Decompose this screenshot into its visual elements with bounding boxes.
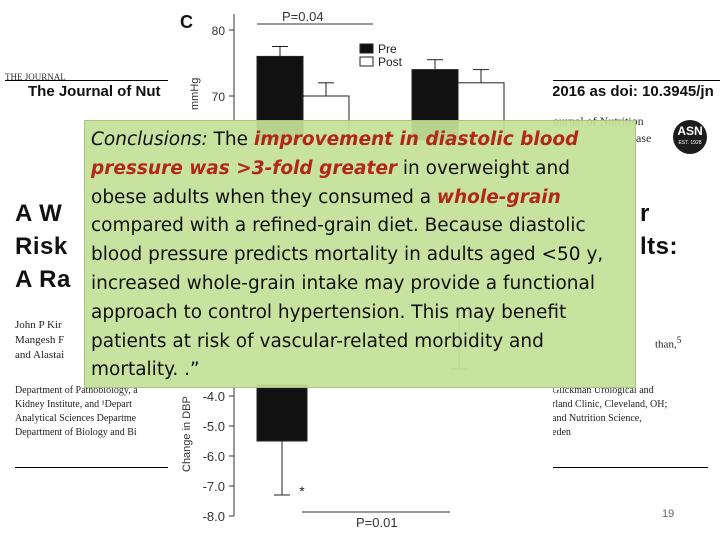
bottom-y-tick-label: -7.0 bbox=[203, 479, 225, 494]
authors-right-sup: 5 bbox=[676, 335, 682, 345]
bottom-y-tick-label: -8.0 bbox=[203, 509, 225, 524]
bottom-y-tick-label: -5.0 bbox=[203, 419, 225, 434]
right-fragment-ase: ase bbox=[636, 131, 652, 145]
asn-logo-text: ASN bbox=[677, 124, 703, 138]
journal-name: The Journal of Nut bbox=[28, 83, 161, 100]
bottom-chart-title: P=0.01 bbox=[356, 515, 398, 530]
bottom-y-axis-label: Change in DBP bbox=[181, 396, 193, 472]
legend-swatch-post bbox=[359, 56, 374, 67]
authors-line-2: Mangesh F bbox=[15, 334, 65, 346]
title-fragment-right-2: lts: bbox=[640, 233, 678, 260]
conclusions-label: Conclusions: bbox=[91, 129, 208, 150]
legend-label-post: Post bbox=[378, 55, 403, 69]
doi-fragment: 2016 as doi: 10.3945/jn bbox=[552, 83, 714, 100]
affiliation-right-2: rland Clinic, Cleveland, OH; bbox=[552, 399, 668, 410]
significance-asterisk: * bbox=[299, 483, 305, 499]
asn-logo-sub: EST. 1928 bbox=[678, 140, 702, 146]
conclusions-highlight-2: whole-grain bbox=[436, 186, 561, 208]
asn-logo: ASN EST. 1928 bbox=[673, 120, 707, 154]
conclusions-highlight-1: improvement in diastolic blood pressure … bbox=[91, 129, 579, 179]
affiliation-line-3: Analytical Sciences Departme bbox=[15, 413, 137, 424]
affiliation-line-4: Department of Biology and Bi bbox=[15, 427, 137, 438]
top-y-axis-label: mmHg bbox=[189, 78, 201, 110]
conclusions-text-2: in overweight and obese adults when they… bbox=[91, 157, 570, 208]
affiliation-line-1: Department of Pathobiology, a bbox=[15, 385, 138, 396]
affiliation-right-3: and Nutrition Science, bbox=[552, 413, 642, 424]
title-fragment-right-1: r bbox=[640, 200, 650, 227]
bottom-bar bbox=[256, 384, 308, 442]
affiliation-right-4: eden bbox=[552, 427, 571, 438]
affiliation-line-2: Kidney Institute, and ¹Depart bbox=[15, 399, 132, 410]
footer-rule-left bbox=[15, 467, 175, 468]
top-y-tick-label: 80 bbox=[212, 24, 226, 38]
title-fragment-a: A W bbox=[15, 200, 63, 227]
authors-line-3: and Alastai bbox=[15, 349, 65, 361]
conclusions-text-1: The bbox=[207, 129, 254, 150]
panel-label: C bbox=[180, 12, 193, 32]
conclusions-text-3: compared with a refined-grain diet. Beca… bbox=[91, 215, 604, 381]
top-chart-title: P=0.04 bbox=[282, 9, 324, 24]
authors-right: than,5 bbox=[655, 333, 681, 353]
authors-right-text: than, bbox=[655, 338, 677, 351]
header-rule-right bbox=[548, 80, 720, 81]
conclusions-callout: Conclusions: The improvement in diastoli… bbox=[84, 120, 636, 388]
legend-swatch-pre bbox=[359, 43, 374, 54]
legend-label-pre: Pre bbox=[378, 42, 397, 56]
bottom-y-tick-label: -4.0 bbox=[203, 389, 225, 404]
footer-rule-right bbox=[548, 467, 708, 468]
journal-masthead-small: THE JOURNAL bbox=[5, 72, 66, 82]
bottom-y-tick-label: -6.0 bbox=[203, 449, 225, 464]
affiliation-right-1: Glickman Urological and bbox=[552, 385, 654, 396]
header-rule-left bbox=[5, 80, 217, 81]
title-fragment-b: Risk bbox=[15, 233, 68, 260]
top-y-tick-label: 70 bbox=[212, 90, 226, 104]
title-fragment-c: A Ra bbox=[15, 266, 71, 293]
page-number: 19 bbox=[662, 508, 675, 520]
authors-line-1: John P Kir bbox=[15, 319, 62, 331]
